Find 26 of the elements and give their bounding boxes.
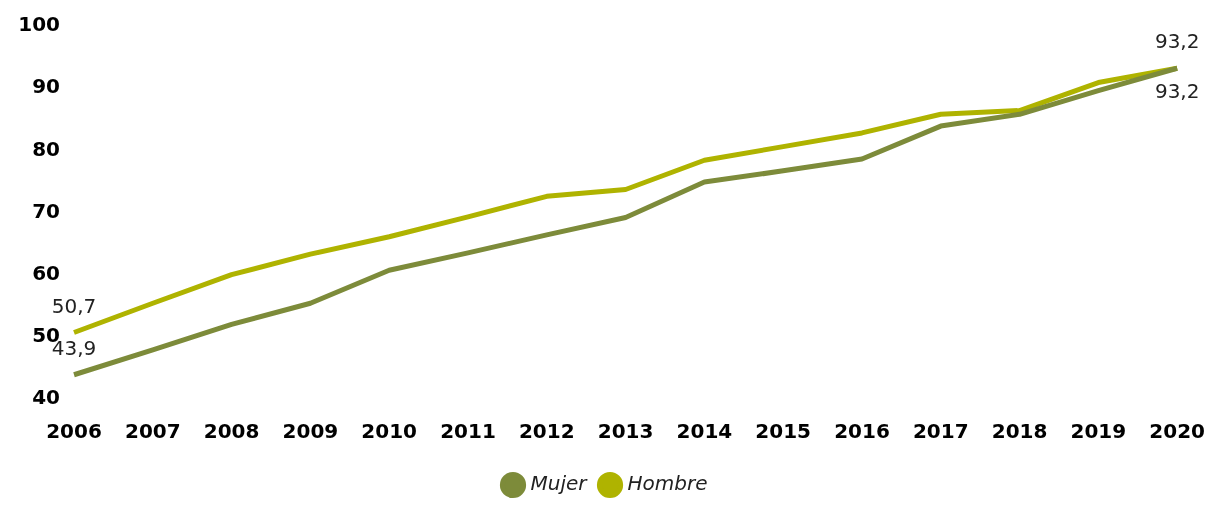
x-tick-label: 2010 (361, 419, 418, 444)
x-tick-label: 2020 (1149, 419, 1205, 444)
x-tick-label: 2006 (46, 419, 102, 444)
y-tick-label: 80 (32, 136, 60, 161)
legend-label: Hombre (627, 471, 708, 496)
x-tick-label: 2017 (912, 419, 969, 444)
x-tick-label: 2013 (597, 419, 654, 444)
x-tick-label: 2016 (834, 419, 890, 444)
x-tick-label: 2009 (282, 419, 339, 444)
x-tick-label: 2014 (676, 419, 733, 444)
y-tick-label: 90 (32, 74, 60, 99)
y-tick-label: 40 (32, 385, 60, 410)
data-label: 93,2 (1154, 79, 1200, 104)
x-tick-label: 2011 (440, 419, 496, 444)
x-tick-label: 2018 (991, 419, 1048, 444)
data-label: 50,7 (51, 293, 97, 318)
x-tick-label: 2012 (518, 419, 575, 444)
legend-label: Mujer (530, 471, 589, 496)
x-tick-label: 2008 (203, 419, 260, 444)
data-label: 93,2 (1154, 29, 1200, 54)
y-tick-label: 70 (32, 198, 60, 223)
x-tick-label: 2015 (755, 419, 812, 444)
y-tick-label: 100 (18, 12, 60, 37)
x-tick-label: 2019 (1070, 419, 1127, 444)
x-tick-label: 2007 (124, 419, 181, 444)
y-tick-label: 60 (32, 260, 60, 285)
